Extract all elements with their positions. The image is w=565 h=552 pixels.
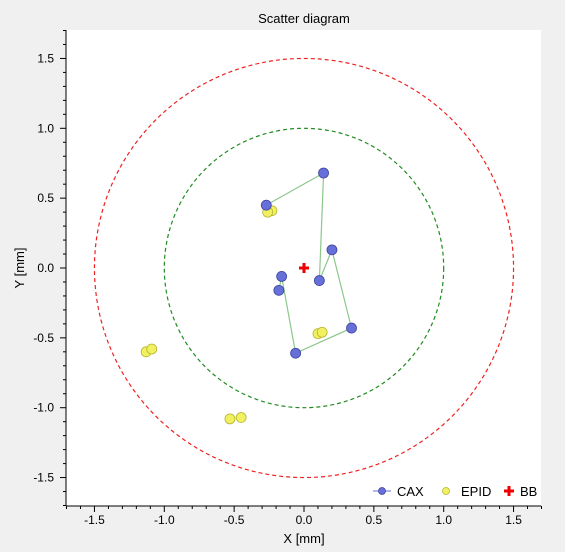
legend-marker-bb — [504, 486, 514, 496]
legend-item-bb: BB — [504, 484, 537, 499]
data-point-cax-3 — [326, 244, 338, 256]
x-tick-label: -1.5 — [84, 513, 105, 527]
y-tick-label: 0.5 — [37, 191, 54, 205]
legend-item-epid: EPID — [442, 484, 491, 499]
x-axis-ticks: -1.5 -1.0 -0.5 0.0 0.5 1.0 1.5 — [66, 506, 542, 527]
x-tick-label: -0.5 — [224, 513, 245, 527]
data-point-cax-5 — [290, 347, 302, 359]
y-tick-label: -0.5 — [33, 331, 54, 345]
legend-marker-cax — [378, 487, 386, 495]
legend-label-cax: CAX — [397, 484, 424, 499]
legend-marker-epid — [442, 487, 450, 495]
x-tick-label: 0.0 — [296, 513, 313, 527]
y-axis-label: Y [mm] — [12, 248, 27, 289]
x-tick-label: 1.0 — [435, 513, 452, 527]
data-point-cax-1 — [318, 167, 329, 179]
data-point-bb-0 — [299, 263, 309, 273]
y-axis-ticks: 1.5 1.0 0.5 0.0 -0.5 -1.0 -1.5 — [33, 30, 66, 506]
y-tick-label: 0.0 — [37, 261, 54, 275]
y-tick-label: -1.0 — [33, 401, 54, 415]
x-tick-label: -1.0 — [154, 513, 175, 527]
legend-item-cax: CAX — [373, 484, 424, 499]
data-point-cax-0 — [260, 199, 272, 211]
legend-label-bb: BB — [520, 484, 537, 499]
data-point-cax-7 — [273, 284, 285, 296]
reference-circle-1 — [93, 57, 515, 479]
x-tick-label: 0.5 — [366, 513, 383, 527]
data-point-epid-3 — [316, 326, 328, 338]
y-tick-label: -1.5 — [33, 471, 54, 485]
data-point-epid-7 — [235, 412, 247, 423]
data-point-epid-5 — [146, 343, 158, 355]
data-point-epid-6 — [224, 413, 236, 425]
legend: CAX EPID BB — [373, 484, 537, 499]
legend-label-epid: EPID — [461, 484, 491, 499]
chart-title: Scatter diagram — [258, 11, 350, 26]
x-axis-label: X [mm] — [283, 531, 324, 546]
data-point-cax-6 — [276, 270, 288, 282]
x-tick-label: 1.5 — [505, 513, 522, 527]
y-tick-label: 1.5 — [37, 51, 54, 65]
data-points — [140, 167, 357, 425]
data-point-cax-2 — [313, 275, 325, 286]
reference-circles — [93, 57, 515, 479]
reference-circle-0 — [163, 127, 445, 409]
y-tick-label: 1.0 — [37, 121, 54, 135]
data-point-cax-4 — [346, 322, 357, 334]
